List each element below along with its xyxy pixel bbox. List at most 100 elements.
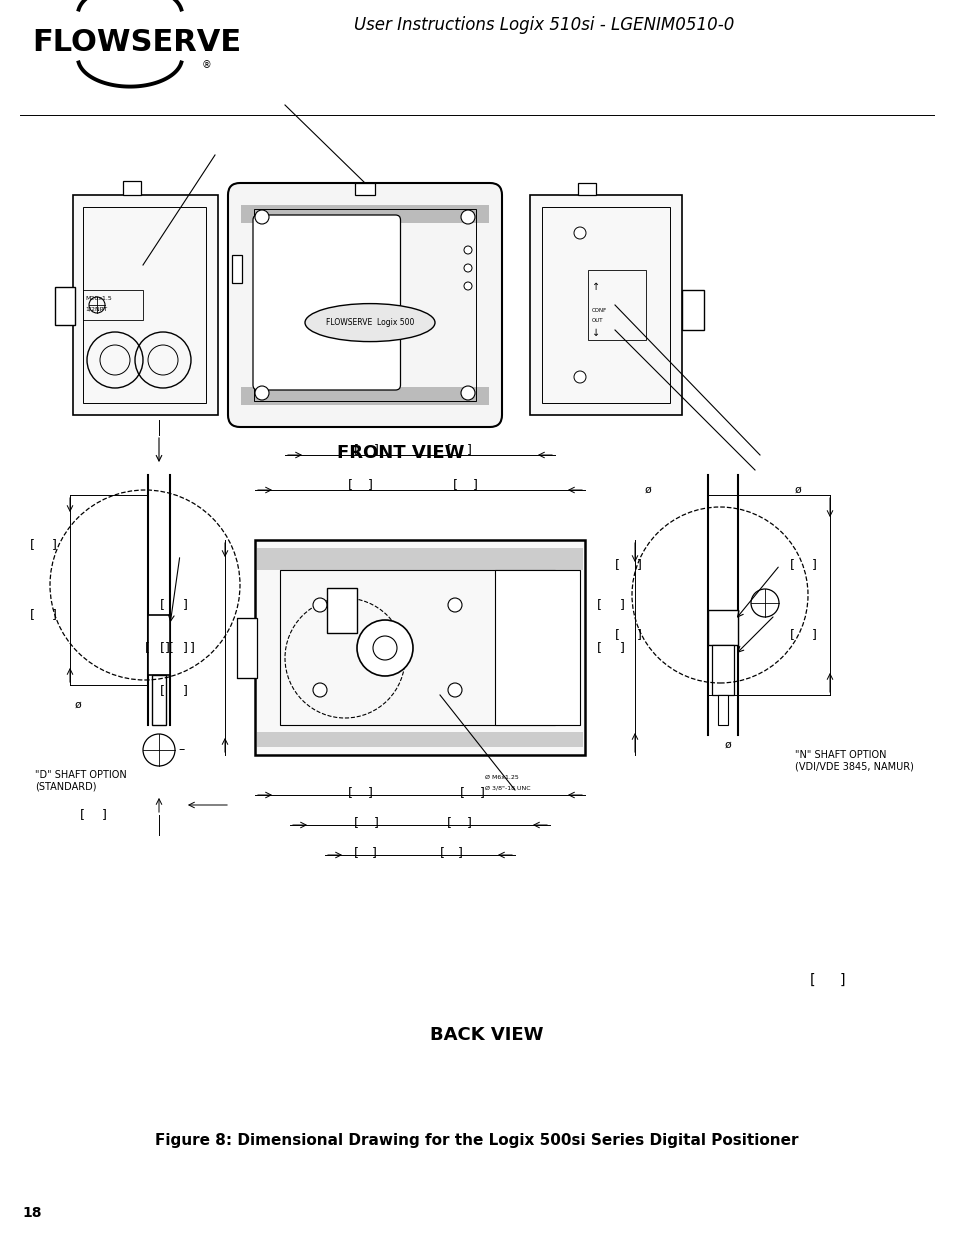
Text: [: [ xyxy=(439,846,444,860)
Text: ]: ] xyxy=(190,641,194,655)
Text: ø: ø xyxy=(794,485,801,495)
Text: [: [ xyxy=(347,478,352,492)
Bar xyxy=(148,615,170,676)
Ellipse shape xyxy=(305,304,435,342)
Bar xyxy=(681,290,703,330)
Text: User Instructions Logix 510si - LGENIM0510-0: User Instructions Logix 510si - LGENIM05… xyxy=(354,16,733,35)
Text: M20x1.5: M20x1.5 xyxy=(85,295,112,300)
Text: ]: ] xyxy=(374,816,378,830)
Text: ]: ] xyxy=(183,684,188,697)
Text: OUT: OUT xyxy=(592,317,603,322)
Circle shape xyxy=(463,282,472,290)
Bar xyxy=(256,732,582,747)
Bar xyxy=(55,287,75,325)
Bar xyxy=(541,207,669,403)
Text: ø: ø xyxy=(75,700,82,710)
Bar xyxy=(707,610,738,645)
Bar xyxy=(236,618,256,678)
Text: ]: ] xyxy=(840,973,844,987)
Text: ]: ] xyxy=(52,538,57,552)
Text: ]: ] xyxy=(367,787,372,799)
Text: ]: ] xyxy=(619,598,624,611)
Circle shape xyxy=(143,734,174,766)
Text: [: [ xyxy=(789,558,794,572)
Bar xyxy=(232,254,242,283)
Text: ]: ] xyxy=(811,629,816,641)
Circle shape xyxy=(463,246,472,254)
Bar xyxy=(254,540,584,755)
Bar xyxy=(83,290,143,320)
Text: [: [ xyxy=(459,787,464,799)
Text: [: [ xyxy=(446,443,451,457)
Text: Ø M6x1.25: Ø M6x1.25 xyxy=(484,774,518,779)
FancyBboxPatch shape xyxy=(253,215,400,390)
Circle shape xyxy=(356,620,413,676)
Bar xyxy=(256,548,582,571)
Bar xyxy=(253,209,476,401)
Bar xyxy=(83,207,206,403)
Circle shape xyxy=(574,370,585,383)
Text: [: [ xyxy=(615,558,619,572)
Text: [: [ xyxy=(30,609,35,621)
Text: [: [ xyxy=(446,816,451,830)
Text: ↑: ↑ xyxy=(592,282,599,291)
Bar xyxy=(530,195,681,415)
Text: ]: ] xyxy=(473,478,477,492)
FancyBboxPatch shape xyxy=(228,183,501,427)
Text: ]: ] xyxy=(374,443,378,457)
Bar xyxy=(587,270,645,340)
Text: –: – xyxy=(178,743,184,757)
Text: ø: ø xyxy=(644,485,651,495)
Text: ]: ] xyxy=(466,443,471,457)
Text: ]: ] xyxy=(637,629,641,641)
Bar xyxy=(355,183,375,195)
Text: ][: ][ xyxy=(165,641,174,655)
Bar xyxy=(280,571,555,725)
Text: [: [ xyxy=(809,973,815,987)
Text: ]: ] xyxy=(811,558,816,572)
Text: ]: ] xyxy=(367,478,372,492)
Circle shape xyxy=(574,227,585,240)
Text: [: [ xyxy=(160,641,165,655)
Text: ]: ] xyxy=(102,809,107,821)
Circle shape xyxy=(254,387,269,400)
Bar xyxy=(241,387,489,405)
Text: [: [ xyxy=(615,629,619,641)
Circle shape xyxy=(313,683,327,697)
Text: [: [ xyxy=(789,629,794,641)
Text: [: [ xyxy=(354,846,358,860)
Circle shape xyxy=(254,210,269,224)
Circle shape xyxy=(750,589,779,618)
Circle shape xyxy=(313,598,327,613)
Circle shape xyxy=(448,598,461,613)
Bar xyxy=(123,182,141,195)
Text: [: [ xyxy=(160,598,165,611)
Circle shape xyxy=(448,683,461,697)
Text: CONF: CONF xyxy=(592,308,607,312)
Bar xyxy=(718,695,727,725)
Text: FRONT VIEW: FRONT VIEW xyxy=(336,445,464,462)
Text: [: [ xyxy=(453,478,457,492)
Text: ]: ] xyxy=(466,816,471,830)
Text: [: [ xyxy=(597,641,601,655)
Text: ]: ] xyxy=(637,558,641,572)
Text: "D" SHAFT OPTION
(STANDARD): "D" SHAFT OPTION (STANDARD) xyxy=(35,769,127,792)
Text: ↓: ↓ xyxy=(592,329,599,338)
Circle shape xyxy=(373,636,396,659)
Text: ®: ® xyxy=(202,61,212,70)
Bar xyxy=(73,195,218,415)
Text: FLOWSERVE  Logix 500: FLOWSERVE Logix 500 xyxy=(326,319,414,327)
Text: [: [ xyxy=(30,538,35,552)
Text: [: [ xyxy=(145,641,150,655)
Text: [: [ xyxy=(80,809,85,821)
Text: ]: ] xyxy=(183,641,188,655)
Bar xyxy=(152,676,166,725)
Text: [: [ xyxy=(354,816,358,830)
Text: Figure 8: Dimensional Drawing for the Logix 500si Series Digital Positioner: Figure 8: Dimensional Drawing for the Lo… xyxy=(155,1132,798,1147)
Text: [: [ xyxy=(597,598,601,611)
Bar xyxy=(327,588,356,634)
Text: ]: ] xyxy=(52,609,57,621)
Bar xyxy=(495,571,579,725)
Circle shape xyxy=(463,264,472,272)
Text: 18: 18 xyxy=(22,1207,42,1220)
